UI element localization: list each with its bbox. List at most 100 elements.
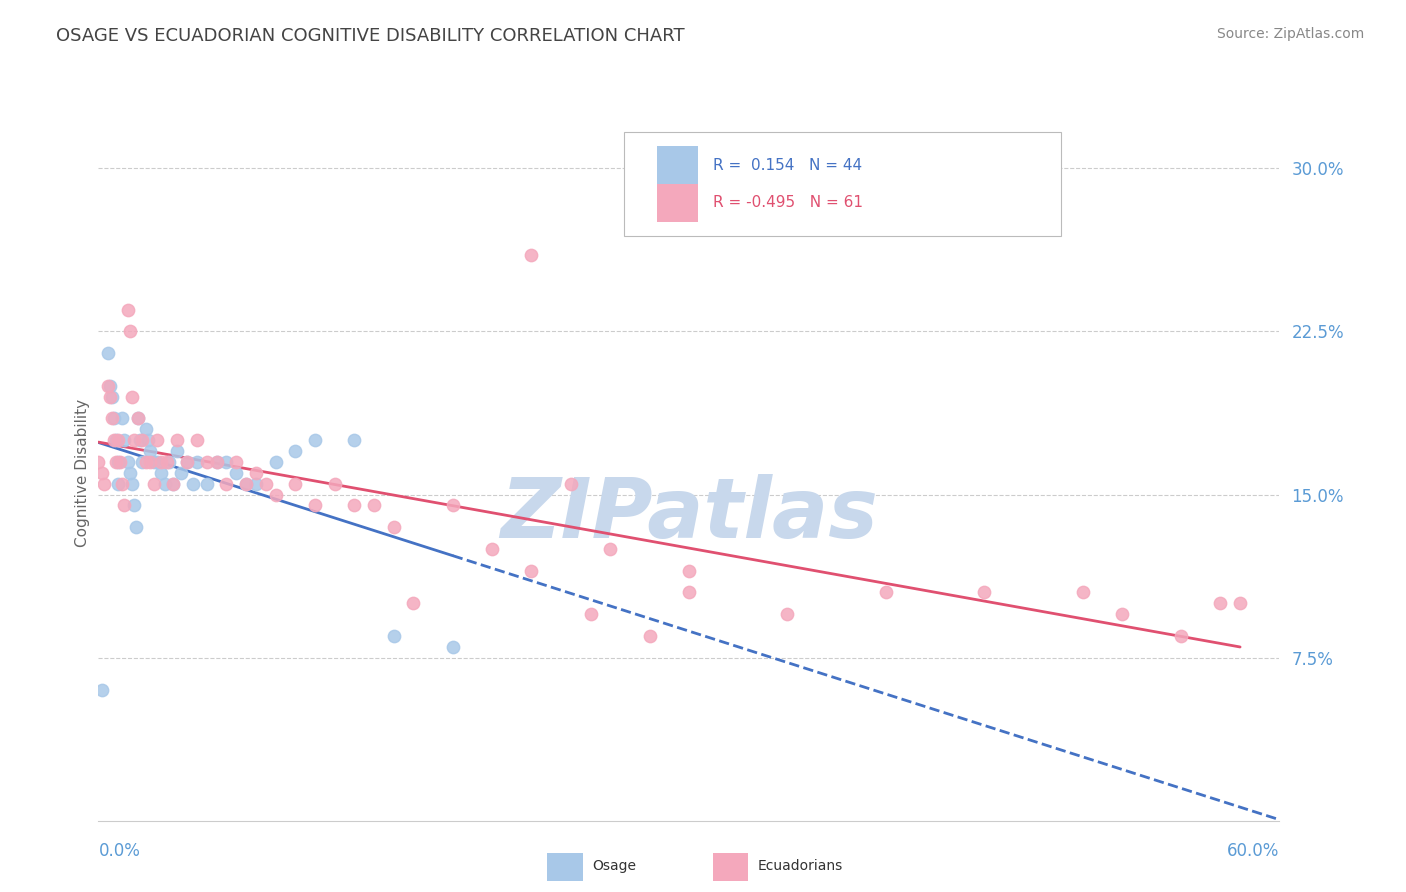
Point (103, 411, 125, 425)
Point (304, 499, 326, 513)
Point (560, 476, 582, 491)
Point (118, 466, 141, 480)
Text: 60.0%: 60.0% (1227, 841, 1279, 860)
Point (284, 444, 307, 458)
Point (98, 390, 121, 404)
Point (363, 499, 385, 513)
Point (382, 520, 405, 534)
Point (146, 455, 169, 469)
Point (122, 499, 145, 513)
Point (225, 466, 247, 480)
Point (91, 466, 114, 480)
Point (91, 683, 114, 698)
Point (402, 596, 425, 610)
Point (107, 455, 129, 469)
Point (138, 444, 160, 458)
Point (186, 455, 208, 469)
Point (122, 433, 145, 447)
Point (176, 455, 198, 469)
Point (138, 455, 160, 469)
Point (579, 607, 602, 621)
Y-axis label: Cognitive Disability: Cognitive Disability (75, 399, 90, 547)
Point (166, 444, 188, 458)
Point (128, 433, 150, 447)
Point (146, 433, 169, 447)
Point (304, 433, 326, 447)
Point (638, 629, 661, 643)
Point (382, 629, 405, 643)
Point (520, 248, 543, 262)
Point (264, 487, 287, 501)
Text: OSAGE VS ECUADORIAN COGNITIVE DISABILITY CORRELATION CHART: OSAGE VS ECUADORIAN COGNITIVE DISABILITY… (56, 27, 685, 45)
Point (142, 476, 165, 491)
Point (195, 476, 218, 491)
Point (98, 378, 121, 392)
Bar (657, 184, 699, 222)
Point (215, 455, 238, 469)
Point (111, 476, 134, 491)
Point (97, 378, 120, 392)
Point (678, 585, 700, 599)
Point (121, 476, 143, 491)
Point (93, 476, 115, 491)
Point (441, 640, 464, 654)
Point (166, 433, 188, 447)
Text: ZIPatlas: ZIPatlas (501, 474, 877, 555)
Point (135, 422, 157, 436)
FancyBboxPatch shape (624, 132, 1062, 236)
Point (150, 466, 173, 480)
Point (875, 585, 897, 599)
Point (284, 476, 307, 491)
Point (103, 433, 125, 447)
Point (205, 455, 228, 469)
Point (235, 476, 257, 491)
Point (127, 411, 149, 425)
Point (441, 499, 464, 513)
Point (176, 455, 198, 469)
Bar (657, 146, 699, 185)
Text: R =  0.154   N = 44: R = 0.154 N = 44 (713, 158, 862, 173)
Point (101, 411, 124, 425)
Point (1111, 607, 1133, 621)
Point (245, 466, 267, 480)
Text: Ecuadorians: Ecuadorians (758, 859, 842, 873)
Point (118, 325, 141, 339)
Point (121, 390, 143, 404)
Point (170, 466, 193, 480)
Point (343, 433, 366, 447)
Point (112, 433, 135, 447)
Point (87, 455, 110, 469)
Point (195, 455, 218, 469)
Point (107, 433, 129, 447)
Point (186, 433, 208, 447)
Point (599, 541, 621, 556)
Point (131, 455, 153, 469)
Point (105, 433, 128, 447)
Point (520, 564, 543, 578)
Point (117, 302, 139, 317)
Text: 0.0%: 0.0% (98, 841, 141, 860)
Point (101, 390, 124, 404)
Point (245, 476, 267, 491)
Point (108, 455, 131, 469)
Point (162, 476, 184, 491)
Text: Source: ZipAtlas.com: Source: ZipAtlas.com (1216, 27, 1364, 41)
Point (1209, 596, 1232, 610)
Point (343, 499, 366, 513)
Point (97, 346, 120, 360)
Point (205, 455, 228, 469)
Point (142, 455, 165, 469)
Point (1229, 596, 1251, 610)
Point (125, 520, 148, 534)
Bar (713, 854, 748, 881)
Point (254, 476, 277, 491)
Point (131, 433, 153, 447)
Point (481, 541, 503, 556)
Point (111, 411, 134, 425)
Point (235, 476, 257, 491)
Bar (547, 854, 582, 881)
Point (117, 455, 139, 469)
Point (1071, 585, 1094, 599)
Point (225, 455, 247, 469)
Point (678, 564, 700, 578)
